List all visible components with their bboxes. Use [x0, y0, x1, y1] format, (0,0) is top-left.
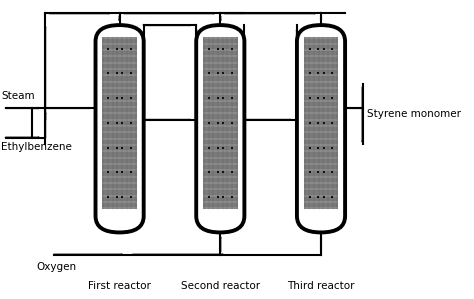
- FancyBboxPatch shape: [297, 25, 345, 232]
- Text: Steam: Steam: [1, 91, 35, 101]
- Text: First reactor: First reactor: [88, 281, 151, 291]
- Bar: [203, 37, 237, 209]
- Text: Oxygen: Oxygen: [36, 262, 76, 271]
- FancyBboxPatch shape: [196, 25, 245, 232]
- Text: Styrene monomer: Styrene monomer: [367, 109, 461, 119]
- Bar: [304, 37, 338, 209]
- Text: Third reactor: Third reactor: [287, 281, 355, 291]
- Text: Second reactor: Second reactor: [181, 281, 260, 291]
- Bar: [102, 37, 137, 209]
- FancyBboxPatch shape: [96, 25, 144, 232]
- Text: Ethylbenzene: Ethylbenzene: [1, 141, 72, 152]
